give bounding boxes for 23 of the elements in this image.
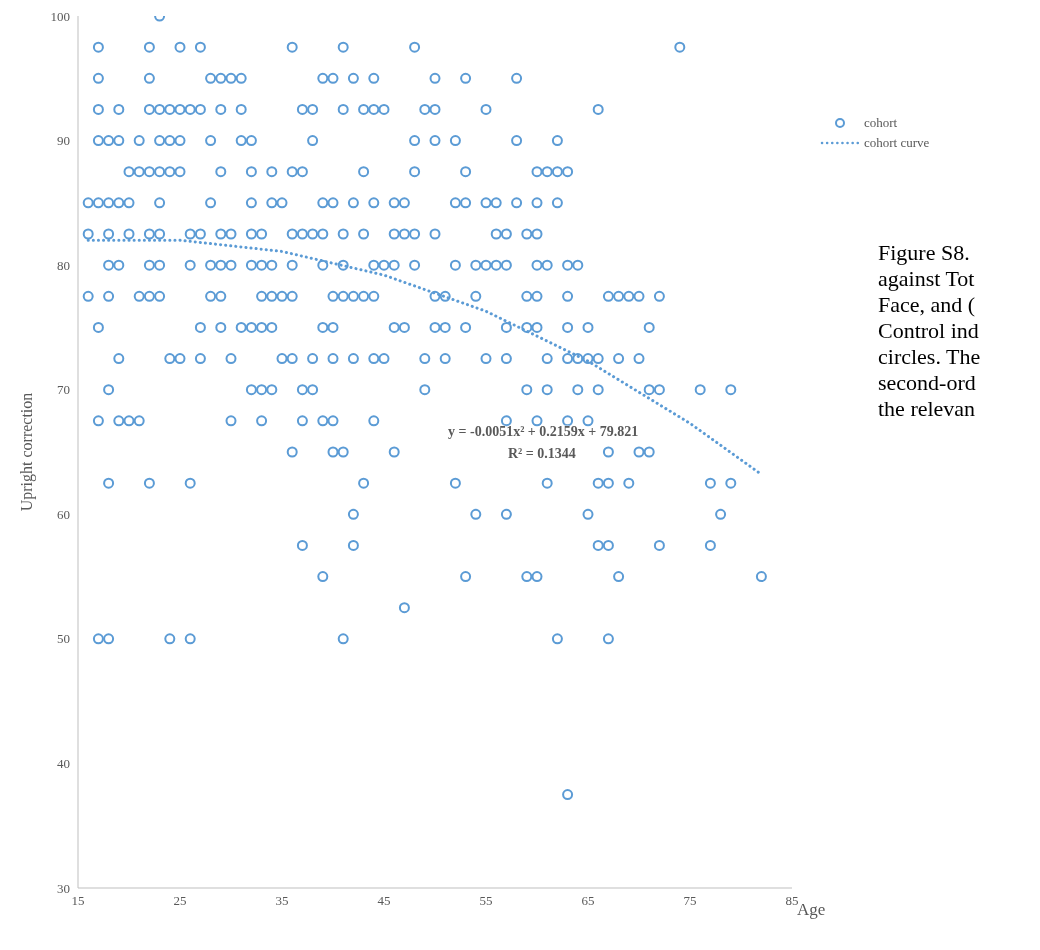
x-tick-label: 85 — [785, 893, 799, 909]
y-tick-label: 70 — [57, 382, 70, 398]
annotation: R² = 0.1344 — [508, 446, 576, 462]
annotation: y = -0.0051x² + 0.2159x + 79.821 — [448, 424, 639, 440]
y-axis-title: Upright correction — [17, 392, 36, 512]
x-tick-label: 35 — [275, 893, 289, 909]
y-tick-label: 50 — [57, 631, 70, 647]
y-tick-label: 40 — [57, 756, 70, 772]
legend-label: cohort curve — [864, 135, 930, 151]
legend-label: cohort — [864, 115, 898, 131]
x-tick-label: 75 — [683, 893, 697, 909]
x-tick-label: 25 — [173, 893, 187, 909]
y-tick-label: 100 — [50, 8, 70, 24]
x-tick-label: 55 — [479, 893, 493, 909]
x-tick-label: 45 — [377, 893, 391, 909]
y-tick-label: 60 — [57, 506, 70, 522]
y-tick-label: 80 — [57, 257, 70, 273]
y-tick-label: 30 — [57, 880, 70, 896]
x-axis-title: Age — [797, 900, 826, 920]
x-tick-label: 65 — [581, 893, 595, 909]
x-tick-label: 15 — [71, 893, 85, 909]
caption: Figure S8. against Tot Face, and ( Control ind circles. The second-ord the relevan — [878, 240, 981, 422]
y-tick-label: 90 — [57, 133, 70, 149]
